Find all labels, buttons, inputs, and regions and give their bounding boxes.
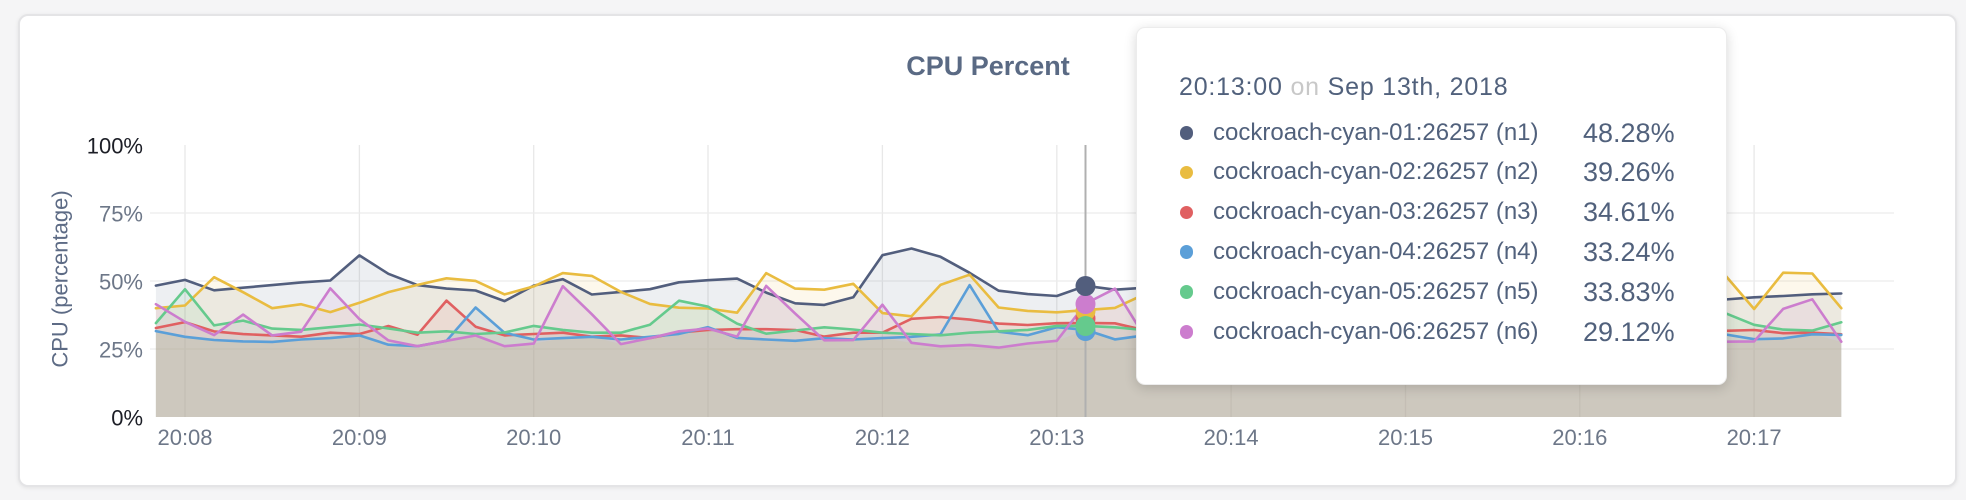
svg-text:20:10: 20:10 — [506, 425, 561, 450]
svg-text:20:15: 20:15 — [1378, 425, 1433, 450]
svg-text:20:08: 20:08 — [157, 425, 212, 450]
svg-text:20:17: 20:17 — [1727, 425, 1782, 450]
svg-text:75%: 75% — [99, 202, 143, 227]
svg-text:20:09: 20:09 — [332, 425, 387, 450]
svg-text:20:16: 20:16 — [1552, 425, 1607, 450]
svg-text:50%: 50% — [99, 270, 143, 295]
svg-text:20:14: 20:14 — [1204, 425, 1259, 450]
svg-text:20:12: 20:12 — [855, 425, 910, 450]
svg-text:CPU (percentage): CPU (percentage) — [48, 190, 73, 367]
svg-text:0%: 0% — [111, 406, 143, 431]
svg-text:20:11: 20:11 — [681, 425, 734, 450]
svg-text:25%: 25% — [99, 338, 143, 363]
svg-text:20:13: 20:13 — [1029, 425, 1084, 450]
svg-text:100%: 100% — [87, 134, 143, 159]
